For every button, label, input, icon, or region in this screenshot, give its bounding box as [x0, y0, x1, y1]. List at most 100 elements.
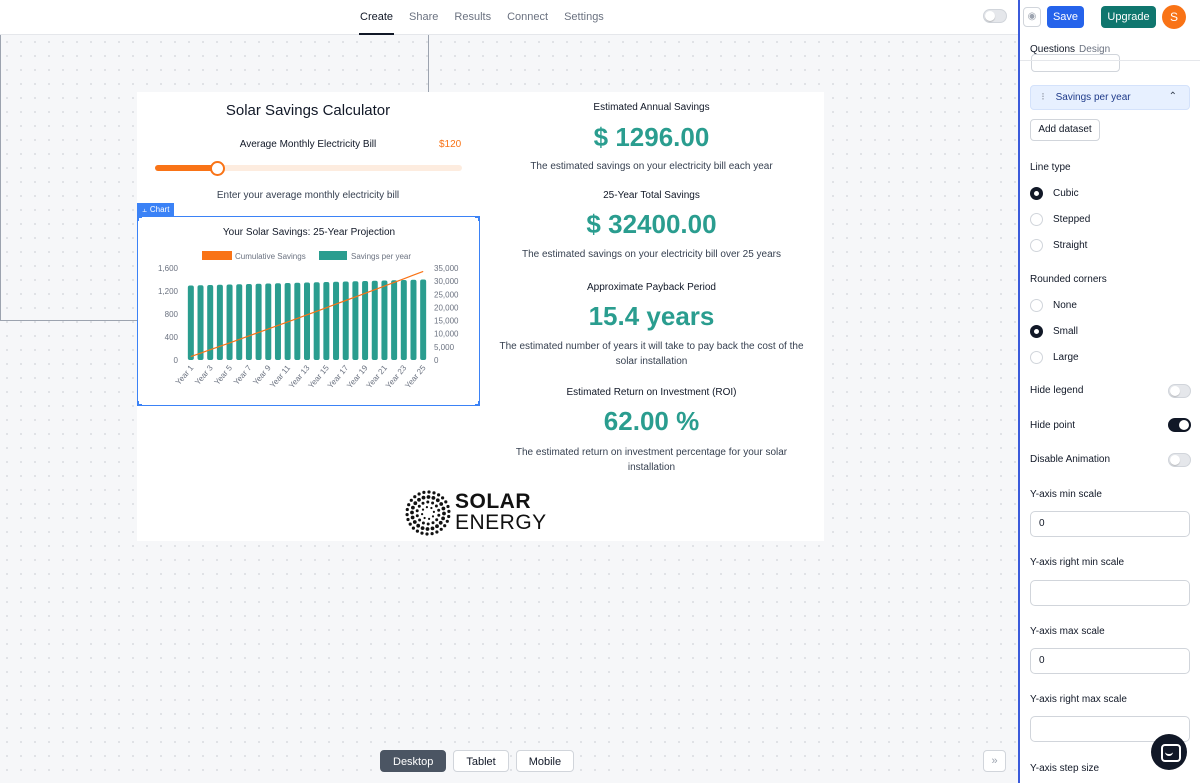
corners-large[interactable]: Large: [1030, 351, 1079, 364]
expand-panel-button[interactable]: »: [983, 750, 1006, 772]
radio-stepped[interactable]: [1030, 213, 1043, 226]
y-max-label: Y-axis max scale: [1030, 626, 1105, 637]
logo-dot: [437, 508, 441, 512]
chart-bar: [265, 283, 272, 360]
y-left-tick-label: 1,200: [158, 287, 179, 296]
corners-none[interactable]: None: [1030, 299, 1077, 312]
logo-dot: [443, 524, 447, 528]
savings-chart: Your Solar Savings: 25-Year Projection C…: [158, 227, 459, 390]
x-tick-label: Year 3: [193, 363, 215, 387]
drag-handle-icon[interactable]: ⠇: [1041, 92, 1048, 102]
stat-annual-label: Estimated Annual Savings: [593, 102, 710, 113]
chart-bar: [245, 283, 252, 360]
slider-thumb[interactable]: [210, 161, 225, 176]
y-right-min-input[interactable]: [1030, 580, 1190, 606]
chart-bar: [236, 284, 243, 360]
bill-slider[interactable]: [155, 161, 462, 176]
logo-dot: [431, 521, 435, 525]
stat-payback-desc: The estimated number of years it will ta…: [499, 341, 804, 367]
stat-annual-value: $ 1296.00: [593, 122, 710, 152]
radio-none[interactable]: [1030, 299, 1043, 312]
radio-large[interactable]: [1030, 351, 1043, 364]
logo-dot: [447, 514, 451, 519]
x-tick-label: Year 25: [403, 363, 428, 390]
y-min-input[interactable]: 0: [1030, 511, 1190, 537]
radio-straight[interactable]: [1030, 239, 1043, 252]
cumulative-savings-line: [190, 270, 424, 358]
tab-questions[interactable]: Questions: [1030, 44, 1076, 55]
logo-dot: [423, 516, 426, 520]
chat-support-button[interactable]: [1151, 734, 1187, 770]
bill-label: Average Monthly Electricity Bill: [239, 139, 377, 150]
y-max-input[interactable]: 0: [1030, 648, 1190, 674]
chart-bar: [274, 283, 281, 360]
line-type-straight[interactable]: Straight: [1030, 239, 1087, 252]
logo-dot: [435, 498, 440, 503]
logo-dot: [420, 531, 424, 535]
resize-handle-br[interactable]: [475, 401, 480, 406]
add-dataset-button[interactable]: Add dataset: [1030, 119, 1100, 141]
logo-text-energy: ENERGY: [455, 511, 547, 534]
stat-roi-value: 62.00 %: [603, 406, 700, 436]
tab-settings[interactable]: Settings: [564, 11, 604, 23]
logo-dot: [441, 516, 445, 521]
line-type-cubic[interactable]: Cubic: [1030, 187, 1079, 200]
radio-cubic[interactable]: [1030, 187, 1043, 200]
corners-small[interactable]: Small: [1030, 325, 1078, 338]
logo-dot: [410, 510, 414, 515]
hide-point-toggle[interactable]: [1168, 418, 1191, 432]
mobile-button[interactable]: Mobile: [515, 750, 575, 772]
preview-toggle[interactable]: [983, 9, 1007, 23]
resize-handle-bl[interactable]: [137, 401, 142, 406]
chart-block-tag[interactable]: ⫠ Chart: [137, 203, 175, 216]
logo-dot: [406, 517, 410, 522]
resize-handle-tr[interactable]: [475, 216, 480, 221]
tablet-button[interactable]: Tablet: [453, 750, 509, 772]
logo-dot: [431, 496, 436, 500]
legend-per-year[interactable]: Savings per year: [351, 252, 411, 261]
y-left-tick-label: 800: [165, 310, 179, 319]
disable-animation-toggle[interactable]: [1168, 453, 1191, 467]
radio-small[interactable]: [1030, 325, 1043, 338]
hide-legend-toggle[interactable]: [1168, 384, 1191, 398]
chart-tag-label: Chart: [149, 205, 170, 214]
logo-dot: [407, 503, 411, 507]
y-left-tick-label: 1,600: [158, 264, 179, 273]
radio-straight-label: Straight: [1053, 240, 1088, 251]
resize-handle-tl[interactable]: [137, 216, 142, 221]
tab-design[interactable]: Design: [1079, 44, 1111, 55]
chart-bar: [400, 279, 407, 360]
dataset-item-savings-per-year[interactable]: ⠇ Savings per year ⌃: [1030, 85, 1190, 110]
tab-connect[interactable]: Connect: [507, 11, 549, 23]
legend-swatch-cumulative: [202, 251, 232, 260]
stat-payback-label: Approximate Payback Period: [587, 282, 716, 293]
logo-dot: [421, 521, 425, 525]
calculator-card: Solar Savings Calculator Average Monthly…: [137, 92, 824, 541]
legend-cumulative[interactable]: Cumulative Savings: [235, 252, 306, 261]
upgrade-button[interactable]: Upgrade: [1101, 6, 1156, 28]
logo-dot: [446, 504, 450, 509]
line-type-stepped[interactable]: Stepped: [1030, 213, 1090, 226]
logo-dot: [430, 526, 435, 531]
save-button[interactable]: Save: [1047, 6, 1084, 28]
tab-share[interactable]: Share: [409, 11, 439, 23]
main-nav: Create Share Results Connect Settings: [352, 0, 612, 35]
chevron-up-icon[interactable]: ⌃: [1168, 91, 1177, 102]
chart-block[interactable]: Your Solar Savings: 25-Year Projection C…: [137, 216, 480, 406]
chart-bar: [303, 282, 311, 360]
radio-cubic-label: Cubic: [1053, 188, 1079, 199]
avatar[interactable]: S: [1162, 5, 1186, 29]
y-left-tick-label: 400: [165, 333, 179, 342]
logo-dot: [439, 502, 444, 506]
logo-dot: [421, 508, 425, 511]
chart-bar: [362, 280, 369, 360]
desktop-button[interactable]: Desktop: [380, 750, 447, 772]
clipped-dataset-button[interactable]: [1031, 54, 1120, 72]
tab-create[interactable]: Create: [352, 0, 401, 35]
tab-results[interactable]: Results: [454, 11, 492, 23]
chart-bar: [352, 281, 359, 360]
logo-dot: [412, 520, 417, 524]
logo-dot: [437, 493, 441, 497]
y-right-tick-label: 35,000: [434, 264, 459, 273]
preview-button[interactable]: ◉: [1023, 7, 1041, 27]
